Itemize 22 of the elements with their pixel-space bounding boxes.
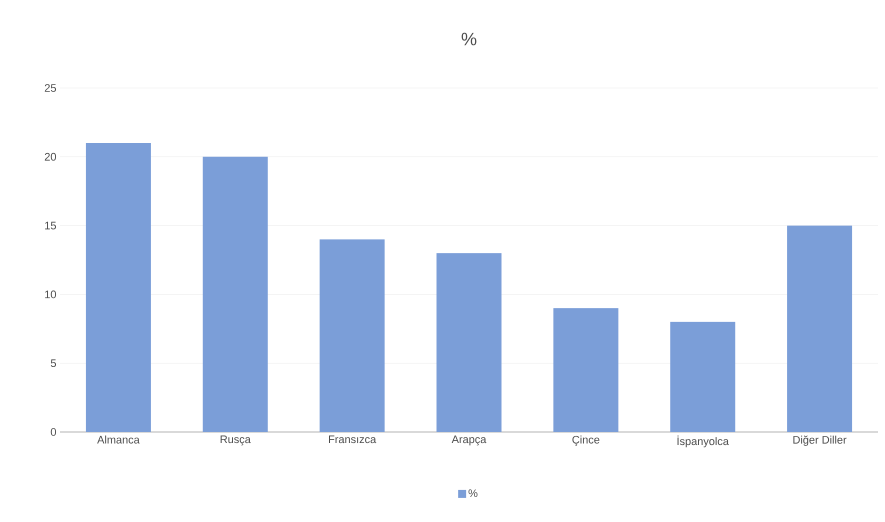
x-tick-label: Diğer Diller bbox=[793, 436, 846, 446]
y-tick-label: 20 bbox=[44, 152, 56, 161]
x-tick-label: Rusça bbox=[220, 436, 251, 446]
bar bbox=[436, 253, 502, 432]
y-tick-label: 0 bbox=[50, 428, 56, 436]
x-tick-label: Çince bbox=[572, 436, 600, 446]
x-tick-label: Almanca bbox=[97, 436, 140, 444]
y-tick-label: 15 bbox=[45, 222, 56, 230]
legend-label: % bbox=[468, 489, 478, 498]
bar bbox=[320, 239, 385, 432]
y-tick-label: 10 bbox=[45, 290, 56, 298]
chart-title: % bbox=[462, 32, 476, 46]
bar bbox=[670, 322, 736, 432]
bar bbox=[202, 156, 268, 432]
bar bbox=[553, 308, 618, 432]
x-tick-label: Fransızca bbox=[328, 436, 376, 444]
x-tick-label: Arapça bbox=[452, 436, 486, 446]
y-tick-label: 5 bbox=[50, 359, 56, 368]
bar bbox=[787, 226, 852, 432]
bar bbox=[86, 143, 151, 432]
y-tick-label: 25 bbox=[44, 84, 56, 92]
x-tick-label: İspanyolca bbox=[678, 436, 729, 448]
